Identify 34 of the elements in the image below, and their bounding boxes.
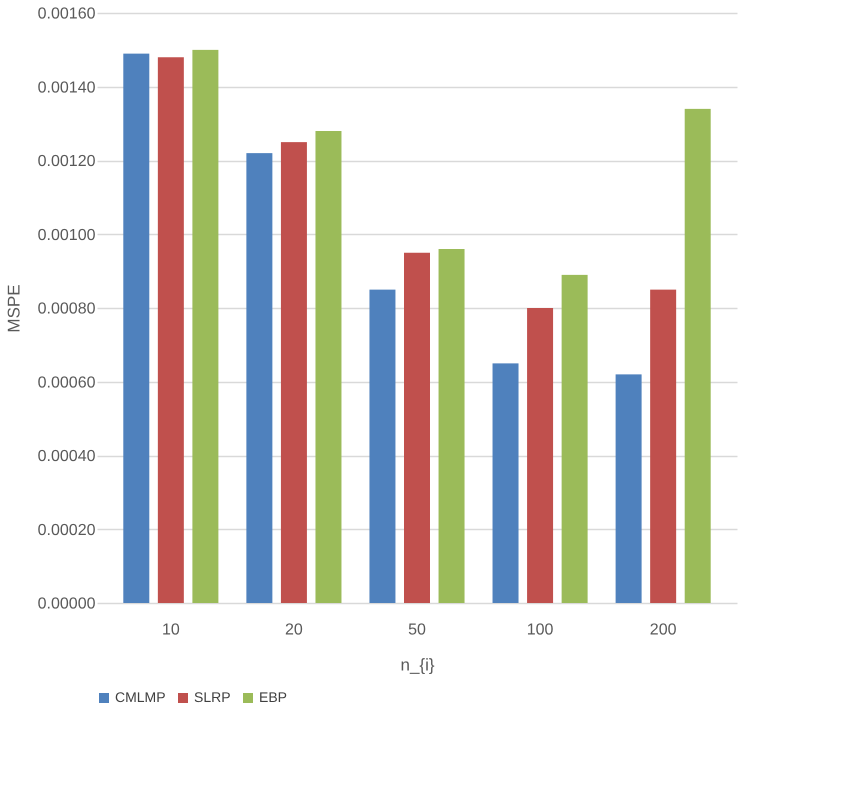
bar <box>650 290 676 603</box>
y-tick-label: 0.00040 <box>38 448 96 465</box>
y-tick-label: 0.00060 <box>38 374 96 392</box>
y-tick-label: 0.00140 <box>38 79 96 96</box>
x-tick-label: 50 <box>408 622 426 638</box>
bar <box>562 274 588 603</box>
bar <box>192 50 218 603</box>
y-tick-label: 0.00000 <box>38 596 96 612</box>
x-tick-label: 100 <box>526 622 554 638</box>
legend-label: EBP <box>259 689 288 705</box>
bar <box>438 249 465 603</box>
y-tick-label: 0.00160 <box>38 6 96 22</box>
bar <box>616 374 642 603</box>
legend-label: CMLMP <box>115 689 166 705</box>
y-tick-label: 0.00100 <box>38 226 96 244</box>
bar <box>315 131 342 603</box>
bar <box>280 142 307 603</box>
y-tick-label: 0.00080 <box>38 300 96 318</box>
bar <box>404 252 430 603</box>
bar <box>369 290 396 603</box>
y-tick-label: 0.00020 <box>38 522 96 539</box>
bar <box>684 108 711 603</box>
bar <box>158 57 184 603</box>
y-tick-label: 0.00120 <box>38 153 96 170</box>
bar <box>492 363 519 603</box>
x-tick-label: 200 <box>650 622 677 638</box>
bar <box>527 308 554 603</box>
x-axis-title: n_{i} <box>400 656 435 674</box>
bar <box>246 153 272 603</box>
y-axis-title: MSPE <box>4 284 24 333</box>
x-tick-label: 10 <box>162 622 180 638</box>
bar <box>123 54 150 603</box>
legend-label: SLRP <box>194 689 231 705</box>
x-tick-label: 20 <box>285 622 303 638</box>
